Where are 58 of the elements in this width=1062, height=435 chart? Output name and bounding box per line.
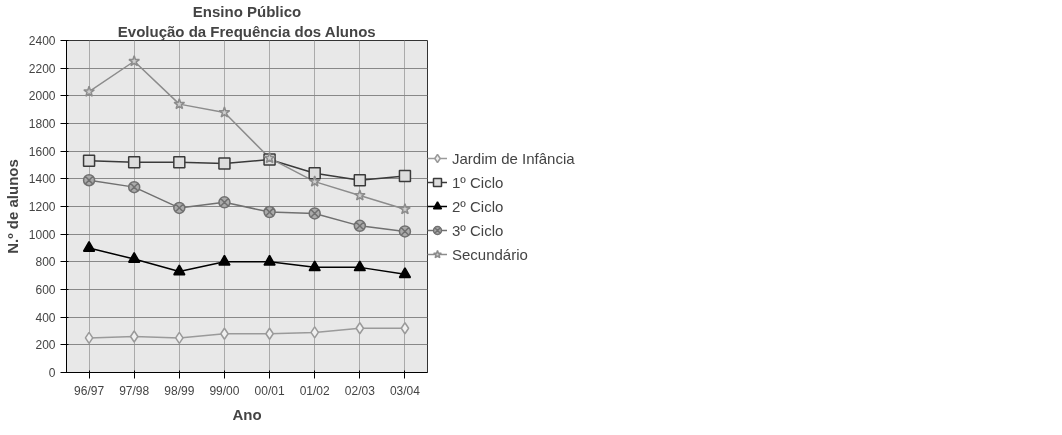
y-tick-label: 2400	[28, 34, 56, 48]
legend-label: 2º Ciclo	[452, 197, 504, 215]
x-tick-label: 98/99	[164, 383, 195, 398]
chart-title: Ensino Público	[192, 2, 302, 20]
point	[218, 254, 231, 266]
y-tick-label: 1000	[28, 227, 56, 242]
point	[82, 154, 96, 168]
point	[308, 167, 321, 180]
point	[128, 55, 141, 67]
x-axis-title: Ano	[232, 405, 262, 423]
y-tick-label: 2200	[28, 61, 56, 76]
point	[129, 330, 139, 343]
point	[353, 189, 366, 201]
y-tick-label: 400	[35, 310, 56, 325]
x-tick-label: 99/00	[209, 383, 240, 398]
point	[127, 155, 141, 169]
chart-subtitle: Evolução da Frequência dos Alunos	[117, 22, 376, 40]
y-tick-label: 1600	[28, 144, 56, 159]
legend-label: Jardim de Infância	[452, 149, 575, 167]
point	[218, 106, 231, 118]
x-tick-label: 02/03	[344, 383, 376, 398]
point	[127, 251, 141, 263]
point	[398, 267, 412, 279]
y-axis-title: N.º de alunos	[3, 159, 21, 254]
point	[353, 173, 367, 187]
y-tick-label: 200	[35, 338, 56, 353]
point	[353, 260, 367, 272]
point	[174, 331, 184, 345]
legend-label: 1º Ciclo	[452, 173, 504, 191]
point	[398, 203, 411, 215]
y-tick-label: 600	[35, 283, 56, 297]
x-tick-label: 01/02	[299, 383, 331, 398]
point	[355, 321, 365, 335]
point	[218, 157, 231, 170]
point	[310, 326, 320, 339]
legend-label: 3º Ciclo	[452, 221, 504, 239]
x-tick-label: 97/98	[119, 383, 150, 398]
point	[82, 240, 96, 252]
point	[400, 321, 410, 335]
x-tick-label: 96/97	[74, 383, 105, 398]
point	[308, 175, 321, 187]
point	[173, 264, 186, 276]
y-tick-label: 2000	[28, 89, 56, 104]
point	[84, 331, 94, 345]
y-tick-label: 1400	[28, 172, 56, 187]
x-tick-label: 03/04	[389, 383, 421, 398]
point	[398, 169, 412, 183]
legend-label: Secundário	[452, 245, 528, 263]
point	[173, 155, 186, 169]
y-tick-label: 1800	[28, 117, 56, 131]
y-tick-label: 1200	[28, 200, 56, 214]
x-tick-label: 00/01	[254, 383, 285, 398]
point	[173, 97, 186, 110]
point	[263, 254, 276, 266]
y-tick-label: 0	[48, 366, 56, 380]
y-tick-label: 800	[35, 255, 56, 270]
point	[83, 85, 96, 97]
point	[308, 260, 321, 272]
